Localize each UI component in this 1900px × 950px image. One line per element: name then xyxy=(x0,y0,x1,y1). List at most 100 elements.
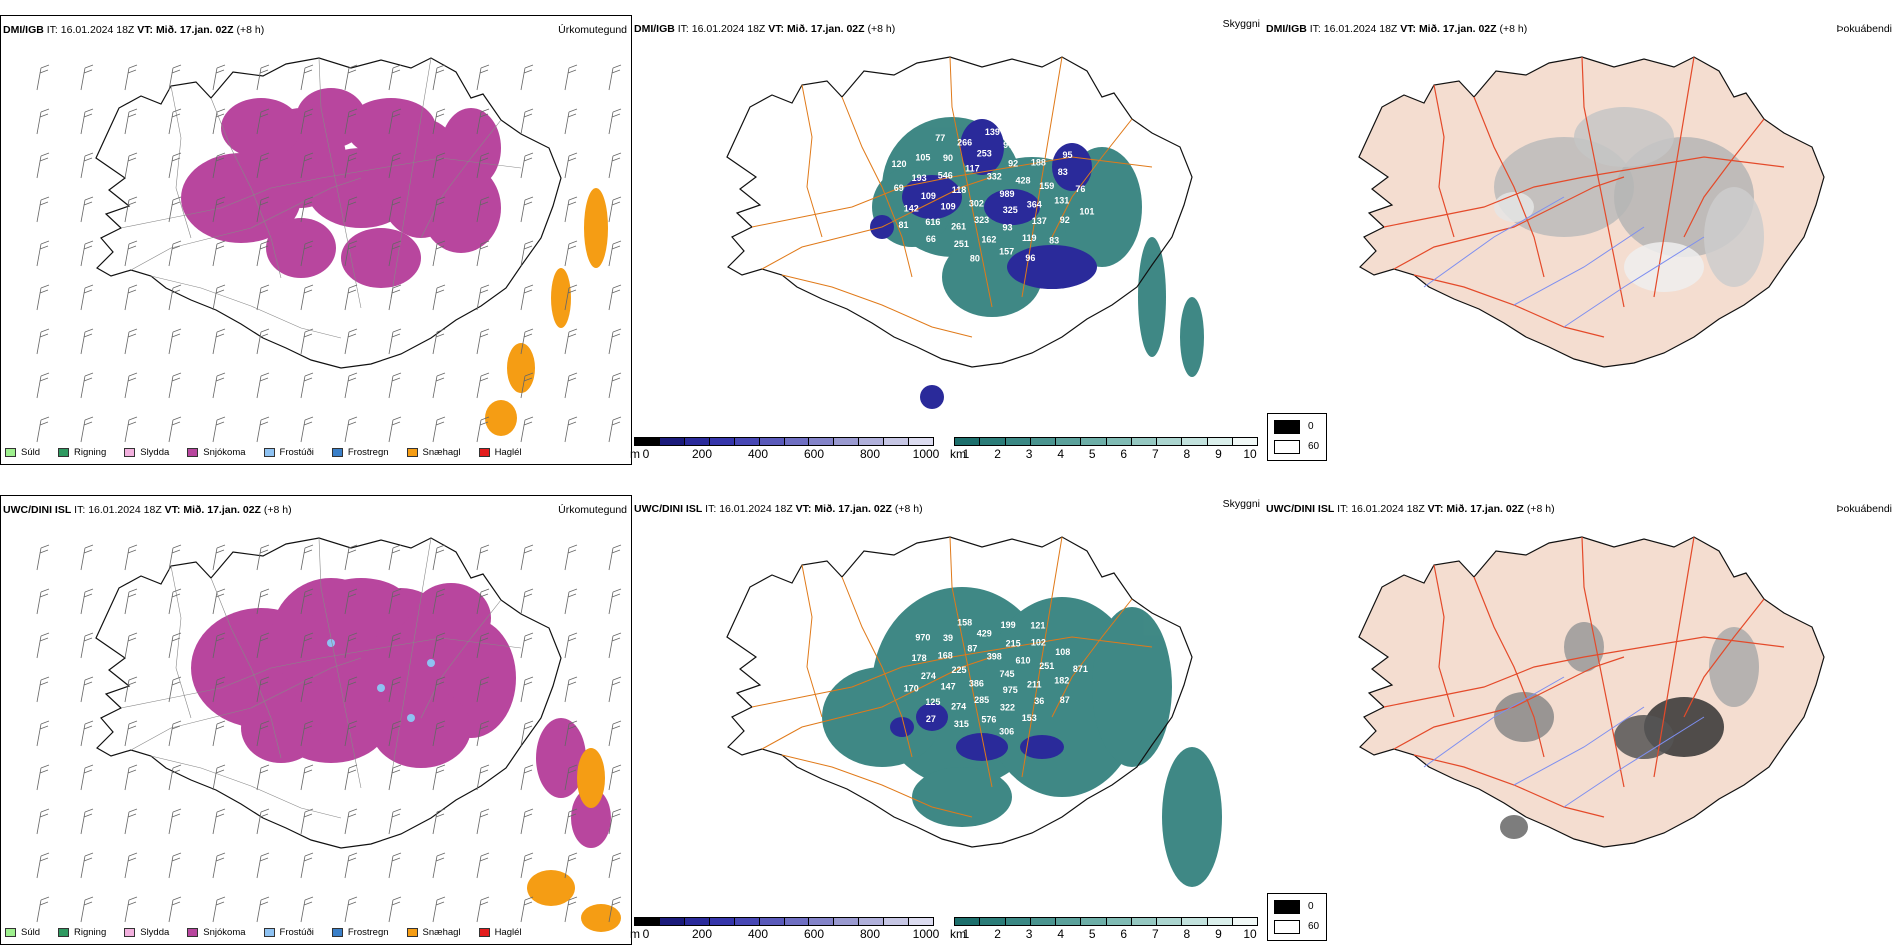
low-cloud-cell xyxy=(1052,143,1092,191)
low-cloud-cell xyxy=(890,717,914,737)
fog-key-swatch-high xyxy=(1274,420,1300,434)
low-cloud-cell xyxy=(902,175,962,219)
terrain-line xyxy=(390,537,432,779)
precip-type-panel-2: UWC/DINI ISL IT: 16.01.2024 18Z VT: Mið.… xyxy=(0,495,632,945)
snow-cell xyxy=(571,788,611,848)
cloud-base-value: 27 xyxy=(926,714,936,724)
legend-label: Frostregn xyxy=(347,447,389,458)
cloud-base-value: 139 xyxy=(985,127,1000,137)
wind-barb xyxy=(36,375,42,399)
tick-label: 600 xyxy=(803,927,825,941)
road-line xyxy=(1683,118,1765,238)
vt-value: Mið. 17.jan. 02Z xyxy=(155,24,234,36)
cloud-base-value: 109 xyxy=(921,191,936,201)
wind-barb xyxy=(80,243,86,267)
colorbar-step xyxy=(1106,438,1132,445)
scales-row-2: m 0 200 400 600 800 1000 km 1 2 3 4 5 6 7 8 9 10 0 60 xyxy=(630,893,1327,950)
cloud-base-value: 745 xyxy=(999,669,1014,679)
wind-barb xyxy=(212,635,218,659)
ice-pellet-cell xyxy=(485,400,517,436)
freezing-drizzle-spot xyxy=(327,639,335,647)
wind-barb xyxy=(520,591,526,615)
wind-barb xyxy=(80,419,86,443)
low-visibility-cell xyxy=(1162,747,1222,887)
road-line xyxy=(1433,564,1455,718)
tick-label: 5 xyxy=(1088,927,1096,941)
wind-barb xyxy=(256,375,262,399)
wind-barb xyxy=(564,679,570,703)
wind-barb xyxy=(564,767,570,791)
cloud-base-value: 302 xyxy=(969,199,984,209)
wind-barb xyxy=(256,855,262,879)
wind-barb xyxy=(476,547,482,571)
it-value: 16.01.2024 18Z xyxy=(88,504,162,516)
wind-barb xyxy=(36,111,42,135)
river-line xyxy=(1513,706,1645,786)
wind-barb xyxy=(564,375,570,399)
wind-barb xyxy=(476,723,482,747)
cloud-base-value: 428 xyxy=(1015,176,1030,186)
panel-title: Þokuábendi xyxy=(1836,503,1892,515)
wind-barb xyxy=(212,591,218,615)
cloud-base-value: 92 xyxy=(1008,158,1018,168)
cloud-base-value: 616 xyxy=(925,217,940,227)
wind-barb xyxy=(124,419,130,443)
cloud-base-unit: m xyxy=(630,447,640,461)
ice-pellet-cell xyxy=(584,188,608,268)
snow-cell xyxy=(341,228,421,288)
legend-item: Slydda xyxy=(124,927,169,938)
wind-barb xyxy=(80,155,86,179)
wind-barb xyxy=(476,375,482,399)
fog-key: 0 60 xyxy=(1267,893,1327,941)
wind-barb xyxy=(388,111,394,135)
wind-barb xyxy=(256,811,262,835)
legend-item: Haglél xyxy=(478,447,522,458)
wind-barb xyxy=(608,547,614,571)
legend-swatch xyxy=(124,928,136,937)
wind-barb xyxy=(80,287,86,311)
visibility-panel-1: DMI/IGB IT: 16.01.2024 18Z VT: Mið. 17.j… xyxy=(632,15,1264,455)
terrain-line xyxy=(120,637,522,709)
wind-barb xyxy=(520,547,526,571)
wind-barb xyxy=(344,635,350,659)
cloud-base-value: 109 xyxy=(941,201,956,211)
colorbar-step xyxy=(684,438,710,445)
wind-barb xyxy=(608,67,614,91)
cloud-base-value: 90 xyxy=(943,153,953,163)
fog-cell xyxy=(1709,627,1759,707)
vt-value: Mið. 17.jan. 02Z xyxy=(1418,23,1497,35)
wind-barb xyxy=(168,375,174,399)
legend-label: Frostúði xyxy=(279,927,314,938)
cloud-base-value: 73 xyxy=(1033,140,1043,150)
wind-barb xyxy=(388,591,394,615)
terrain-line xyxy=(130,657,362,751)
wind-barb xyxy=(476,811,482,835)
terrain-line xyxy=(210,577,282,759)
snow-cell xyxy=(441,108,501,188)
colorbar-step xyxy=(759,438,785,445)
road-line xyxy=(801,564,823,718)
wind-barb xyxy=(124,155,130,179)
cloud-base-value: 81 xyxy=(898,220,908,230)
fog-key-swatch-high xyxy=(1274,900,1300,914)
vt-label: VT: xyxy=(795,503,812,515)
legend-item: Slydda xyxy=(124,447,169,458)
it-value: 16.01.2024 18Z xyxy=(691,23,766,35)
colorbar-step xyxy=(980,438,1006,445)
cloud-base-value: 121 xyxy=(1030,620,1045,630)
wind-barb xyxy=(36,67,42,91)
cloud-base-value: 170 xyxy=(904,683,919,693)
it-label: IT: xyxy=(1309,23,1321,35)
legend-label: Súld xyxy=(21,927,41,938)
wind-barb xyxy=(212,419,218,443)
cloud-base-value: 178 xyxy=(912,653,927,663)
wind-barb xyxy=(36,155,42,179)
wind-barb xyxy=(300,767,306,791)
fog-cell xyxy=(1564,622,1604,672)
cloud-base-value: 323 xyxy=(974,215,989,225)
legend-label: Haglél xyxy=(494,927,522,938)
wind-barb xyxy=(520,767,526,791)
legend-swatch xyxy=(331,448,343,457)
cloud-base-value: 253 xyxy=(977,149,992,159)
wind-barb xyxy=(344,767,350,791)
